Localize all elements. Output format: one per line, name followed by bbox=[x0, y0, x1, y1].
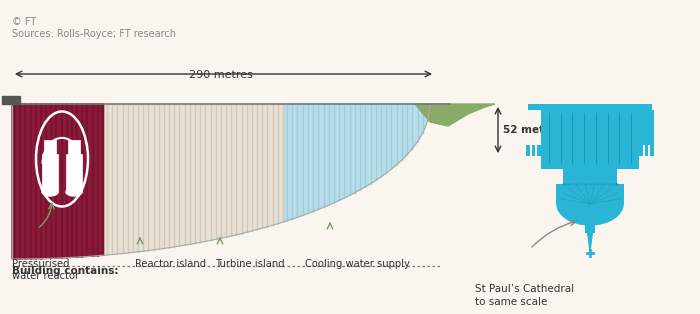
Bar bbox=[531, 145, 536, 156]
Text: St Paul’s Cathedral
to same scale: St Paul’s Cathedral to same scale bbox=[475, 284, 574, 307]
Text: Turbine island: Turbine island bbox=[215, 259, 285, 269]
Bar bbox=[44, 140, 56, 162]
Text: 290 metres: 290 metres bbox=[189, 70, 253, 80]
Polygon shape bbox=[12, 104, 105, 259]
Bar bbox=[68, 140, 80, 162]
Text: Pressurised
water reactor: Pressurised water reactor bbox=[12, 259, 79, 281]
Bar bbox=[556, 184, 624, 204]
Bar bbox=[528, 104, 652, 110]
Bar bbox=[617, 110, 631, 160]
Bar bbox=[42, 154, 58, 192]
Text: © FT: © FT bbox=[12, 17, 36, 27]
Text: Sources: Rolls-Royce; FT research: Sources: Rolls-Royce; FT research bbox=[12, 29, 176, 39]
Bar bbox=[563, 169, 617, 184]
Bar bbox=[638, 110, 654, 145]
Polygon shape bbox=[588, 233, 592, 252]
Bar bbox=[650, 145, 654, 156]
Bar bbox=[584, 224, 595, 233]
Bar bbox=[541, 110, 557, 145]
Ellipse shape bbox=[550, 157, 562, 163]
Bar bbox=[2, 96, 20, 104]
Bar bbox=[526, 145, 530, 156]
Ellipse shape bbox=[66, 188, 82, 196]
Polygon shape bbox=[105, 104, 285, 255]
Ellipse shape bbox=[617, 157, 631, 163]
Bar bbox=[550, 110, 562, 160]
Polygon shape bbox=[285, 104, 430, 221]
Bar bbox=[66, 154, 82, 192]
Bar bbox=[639, 145, 643, 156]
Text: Reactor island: Reactor island bbox=[135, 259, 206, 269]
Bar bbox=[541, 110, 638, 169]
Ellipse shape bbox=[42, 188, 58, 196]
Bar bbox=[645, 145, 648, 156]
Text: 52 metres: 52 metres bbox=[503, 125, 563, 135]
Ellipse shape bbox=[556, 182, 624, 226]
Polygon shape bbox=[415, 104, 495, 126]
Bar bbox=[537, 145, 540, 156]
Text: Building contains:: Building contains: bbox=[12, 266, 118, 276]
Text: Cooling water supply: Cooling water supply bbox=[305, 259, 410, 269]
